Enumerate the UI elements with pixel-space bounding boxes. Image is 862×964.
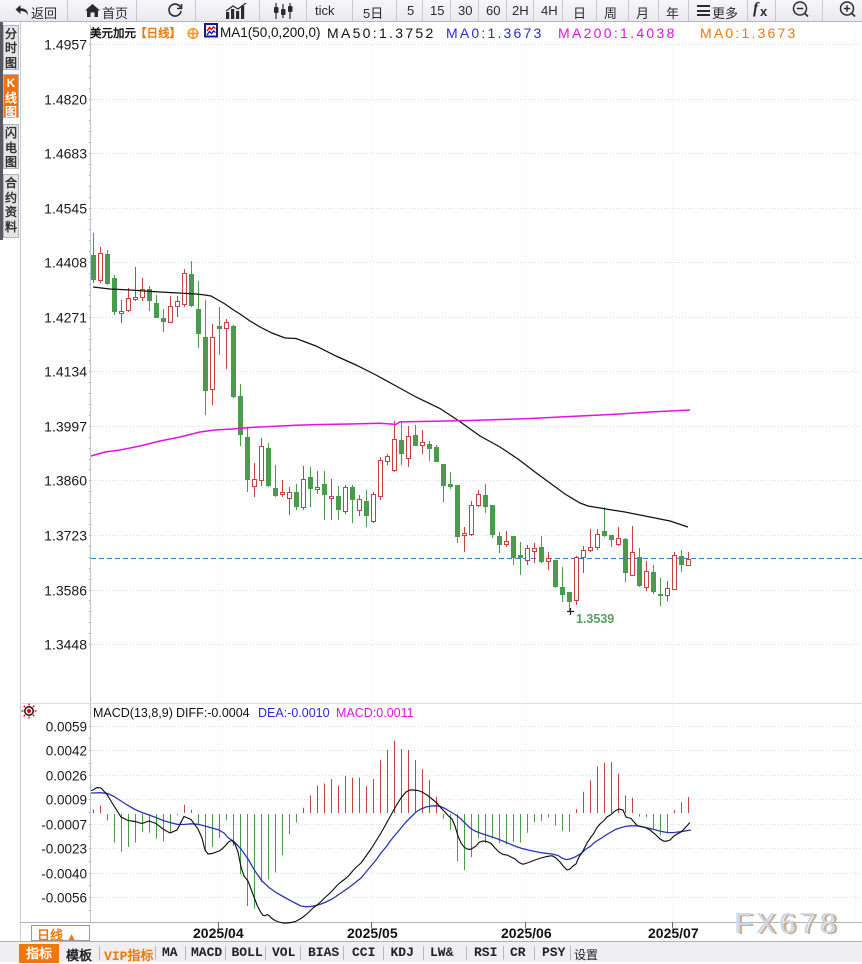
svg-text:1.4957: 1.4957 (44, 37, 87, 53)
svg-text:1.4408: 1.4408 (44, 255, 87, 271)
svg-text:1.3539: 1.3539 (576, 612, 614, 626)
svg-text:1.4134: 1.4134 (44, 364, 87, 380)
svg-text:1.4545: 1.4545 (44, 201, 87, 217)
svg-text:1.4820: 1.4820 (44, 92, 87, 108)
svg-text:-0.0040: -0.0040 (41, 867, 87, 882)
svg-text:-0.0023: -0.0023 (41, 842, 87, 857)
svg-text:1.4683: 1.4683 (44, 146, 87, 162)
svg-text:1.3448: 1.3448 (44, 637, 87, 653)
svg-text:0.0009: 0.0009 (46, 793, 87, 808)
svg-text:1.3997: 1.3997 (44, 419, 87, 435)
svg-text:-0.0007: -0.0007 (41, 818, 87, 833)
svg-text:1.3860: 1.3860 (44, 473, 87, 489)
svg-text:0.0026: 0.0026 (46, 769, 87, 784)
svg-text:-0.0056: -0.0056 (41, 891, 87, 906)
svg-text:1.3723: 1.3723 (44, 528, 87, 544)
svg-text:1.4271: 1.4271 (44, 310, 87, 326)
svg-text:1.3586: 1.3586 (44, 583, 87, 599)
svg-text:0.0042: 0.0042 (46, 744, 87, 759)
svg-text:0.0059: 0.0059 (46, 720, 87, 735)
